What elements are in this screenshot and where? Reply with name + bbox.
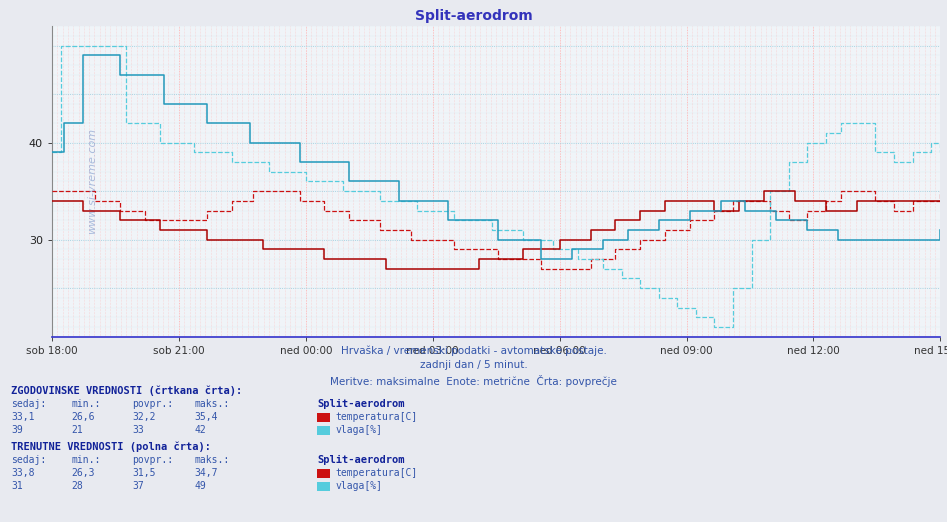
Text: TRENUTNE VREDNOSTI (polna črta):: TRENUTNE VREDNOSTI (polna črta): [11,442,211,452]
Text: maks.:: maks.: [194,455,229,465]
Text: povpr.:: povpr.: [133,455,173,465]
Text: 37: 37 [133,481,144,491]
Text: 31: 31 [11,481,23,491]
Text: temperatura[C]: temperatura[C] [335,412,418,422]
Text: vlaga[%]: vlaga[%] [335,425,383,435]
Text: sedaj:: sedaj: [11,399,46,409]
Text: 31,5: 31,5 [133,468,156,478]
Text: 33,1: 33,1 [11,412,35,422]
Text: 33,8: 33,8 [11,468,35,478]
Text: 49: 49 [194,481,205,491]
Text: ZGODOVINSKE VREDNOSTI (črtkana črta):: ZGODOVINSKE VREDNOSTI (črtkana črta): [11,386,242,396]
Text: 21: 21 [71,425,82,435]
Text: 32,2: 32,2 [133,412,156,422]
Text: maks.:: maks.: [194,399,229,409]
Text: Hrvaška / vremenski podatki - avtomatske postaje.: Hrvaška / vremenski podatki - avtomatske… [341,346,606,356]
Text: Meritve: maksimalne  Enote: metrične  Črta: povprečje: Meritve: maksimalne Enote: metrične Črta… [331,375,616,387]
Text: 35,4: 35,4 [194,412,218,422]
Text: vlaga[%]: vlaga[%] [335,481,383,491]
Text: sedaj:: sedaj: [11,455,46,465]
Text: Split-aerodrom: Split-aerodrom [415,9,532,23]
Text: 28: 28 [71,481,82,491]
Text: min.:: min.: [71,399,100,409]
Text: min.:: min.: [71,455,100,465]
Text: 39: 39 [11,425,23,435]
Text: zadnji dan / 5 minut.: zadnji dan / 5 minut. [420,360,527,370]
Text: temperatura[C]: temperatura[C] [335,468,418,478]
Text: 26,3: 26,3 [71,468,95,478]
Text: 42: 42 [194,425,205,435]
Text: 33: 33 [133,425,144,435]
Text: povpr.:: povpr.: [133,399,173,409]
Text: 26,6: 26,6 [71,412,95,422]
Text: Split-aerodrom: Split-aerodrom [317,455,404,465]
Text: www.si-vreme.com: www.si-vreme.com [87,128,97,234]
Text: 34,7: 34,7 [194,468,218,478]
Text: Split-aerodrom: Split-aerodrom [317,399,404,409]
